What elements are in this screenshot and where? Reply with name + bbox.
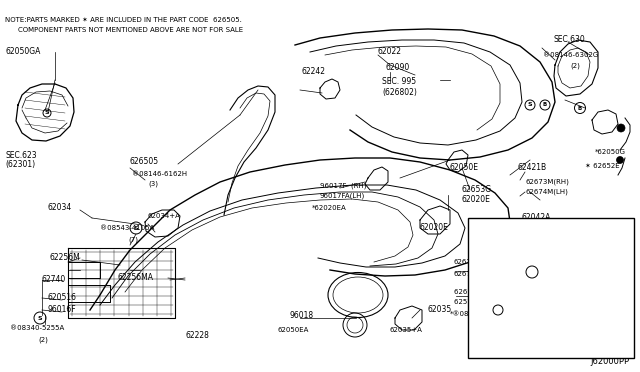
Text: COMPONENT PARTS NOT MENTIONED ABOVE ARE NOT FOR SALE: COMPONENT PARTS NOT MENTIONED ABOVE ARE … [18,27,243,33]
Text: S: S [45,110,49,115]
Text: 62050E: 62050E [450,164,479,173]
Text: 62673M(RH): 62673M(RH) [525,179,569,185]
Text: 62034: 62034 [48,203,72,212]
Text: *62020EA: *62020EA [312,205,347,211]
Text: 620516: 620516 [48,294,77,302]
Text: 62050EA: 62050EA [278,327,309,333]
Text: *62050G: *62050G [595,149,626,155]
Text: 62050GA: 62050GA [5,48,40,57]
Text: 62256M: 62256M [50,253,81,263]
Text: S: S [38,315,42,321]
Text: (4): (4) [468,323,478,329]
Text: B: B [543,103,547,108]
Text: ®08543-4105A: ®08543-4105A [100,225,154,231]
Text: 62090: 62090 [385,64,409,73]
Text: 62256M: 62256M [518,224,548,232]
Circle shape [616,157,623,164]
Text: ®08340-5255A: ®08340-5255A [10,325,64,331]
Text: 62421B: 62421B [518,164,547,173]
Text: (2): (2) [570,63,580,69]
Text: S: S [496,308,500,312]
Text: SEC. 995: SEC. 995 [382,77,416,87]
Text: (626802): (626802) [382,87,417,96]
Text: 62653G: 62653G [462,186,492,195]
Text: 62674P(LH): 62674P(LH) [454,271,495,277]
Text: 626505: 626505 [130,157,159,167]
Text: 62034+A: 62034+A [148,213,181,219]
Text: NOTE:PARTS MARKED ✶ ARE INCLUDED IN THE PART CODE  626505.: NOTE:PARTS MARKED ✶ ARE INCLUDED IN THE … [5,17,242,23]
Text: (62301): (62301) [5,160,35,170]
Text: SEC.630: SEC.630 [554,35,586,45]
Text: 62042A: 62042A [522,214,552,222]
Text: *®08566-6205A: *®08566-6205A [450,311,508,317]
Text: 96017F  (RH): 96017F (RH) [320,183,367,189]
Text: 96017FA(LH): 96017FA(LH) [320,193,365,199]
Text: 62256MA: 62256MA [118,273,154,282]
Text: (7): (7) [128,237,138,243]
Text: 62574 (LH): 62574 (LH) [454,299,493,305]
Text: 62022: 62022 [378,48,402,57]
Text: 96018: 96018 [290,311,314,321]
Text: 62242: 62242 [302,67,326,77]
Text: (7): (7) [554,277,564,283]
Text: S: S [530,269,534,275]
Text: 62228: 62228 [186,331,210,340]
Text: ®08543-4105A: ®08543-4105A [540,265,595,271]
Text: 62020E: 62020E [462,196,491,205]
Bar [468,218,634,358]
Text: B: B [578,106,582,110]
Text: 62673 (RH): 62673 (RH) [454,289,494,295]
Text: 62035: 62035 [428,305,452,314]
Text: ✶ 62652E: ✶ 62652E [585,163,620,169]
Text: J62000PP: J62000PP [590,357,629,366]
Text: 62035+A: 62035+A [390,327,423,333]
Text: (2): (2) [38,337,48,343]
Text: ®08146-6302G: ®08146-6302G [543,52,598,58]
Text: 62673P(RH): 62673P(RH) [454,259,496,265]
Text: SEC.623: SEC.623 [5,151,36,160]
Text: F/ACC: F/ACC [472,224,497,232]
Text: 62740: 62740 [42,276,67,285]
Text: ®08146-6162H: ®08146-6162H [132,171,187,177]
Text: 96016F: 96016F [48,305,77,314]
Text: 62256MA: 62256MA [472,240,508,248]
Circle shape [617,124,625,132]
Text: (3): (3) [148,181,158,187]
Text: S: S [134,225,138,231]
Text: S: S [528,103,532,108]
Text: 62674M(LH): 62674M(LH) [525,189,568,195]
Text: 62020E: 62020E [420,224,449,232]
